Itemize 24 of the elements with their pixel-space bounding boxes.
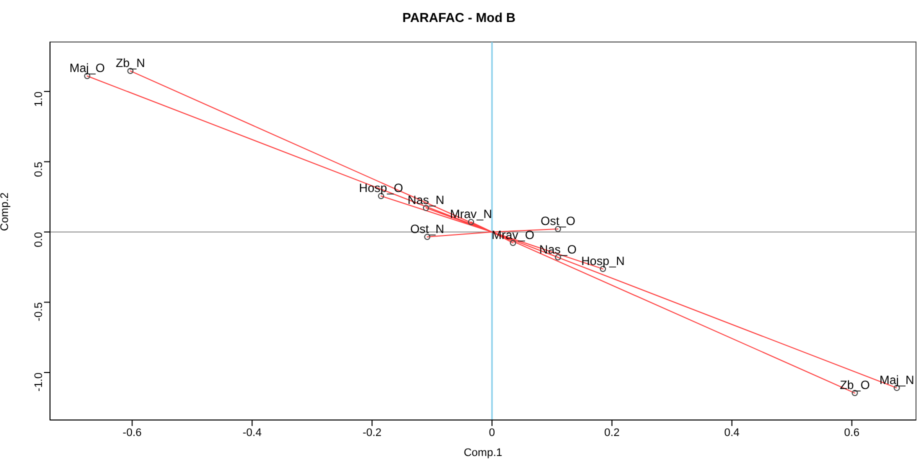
annotation: Zb_O <box>840 378 870 392</box>
y-tick-label: -0.5 <box>32 302 45 322</box>
y-tick-label: -1.0 <box>32 372 45 392</box>
x-tick-label: -0.2 <box>362 426 382 439</box>
chart-title: PARAFAC - Mod B <box>401 10 517 25</box>
y-tick-label: 1.0 <box>32 91 45 107</box>
annotation: Mrav_N <box>450 207 492 222</box>
annotation: Maj_N <box>879 372 914 387</box>
y-axis-title: Comp.2 <box>0 192 11 231</box>
x-tick-label: 0.4 <box>724 426 740 439</box>
x-tick-label: -0.6 <box>122 426 142 439</box>
x-tick-label: -0.4 <box>242 426 262 439</box>
x-tick-label: 0.6 <box>844 426 860 439</box>
annotation: Nas_O <box>539 242 577 256</box>
x-axis-title: Comp.1 <box>464 446 502 459</box>
x-tick-label: 0.2 <box>604 426 620 439</box>
annotation: Ost_O <box>540 214 576 228</box>
annotation: Maj_O <box>70 61 105 76</box>
annotation: Zb_N <box>116 56 146 70</box>
y-tick-label: 0.0 <box>32 232 45 248</box>
annotation: Ost_N <box>410 222 444 236</box>
y-tick-label: 0.5 <box>32 162 45 178</box>
x-tick-label: 0 <box>488 426 496 439</box>
annotation: Hosp_N <box>581 254 625 268</box>
